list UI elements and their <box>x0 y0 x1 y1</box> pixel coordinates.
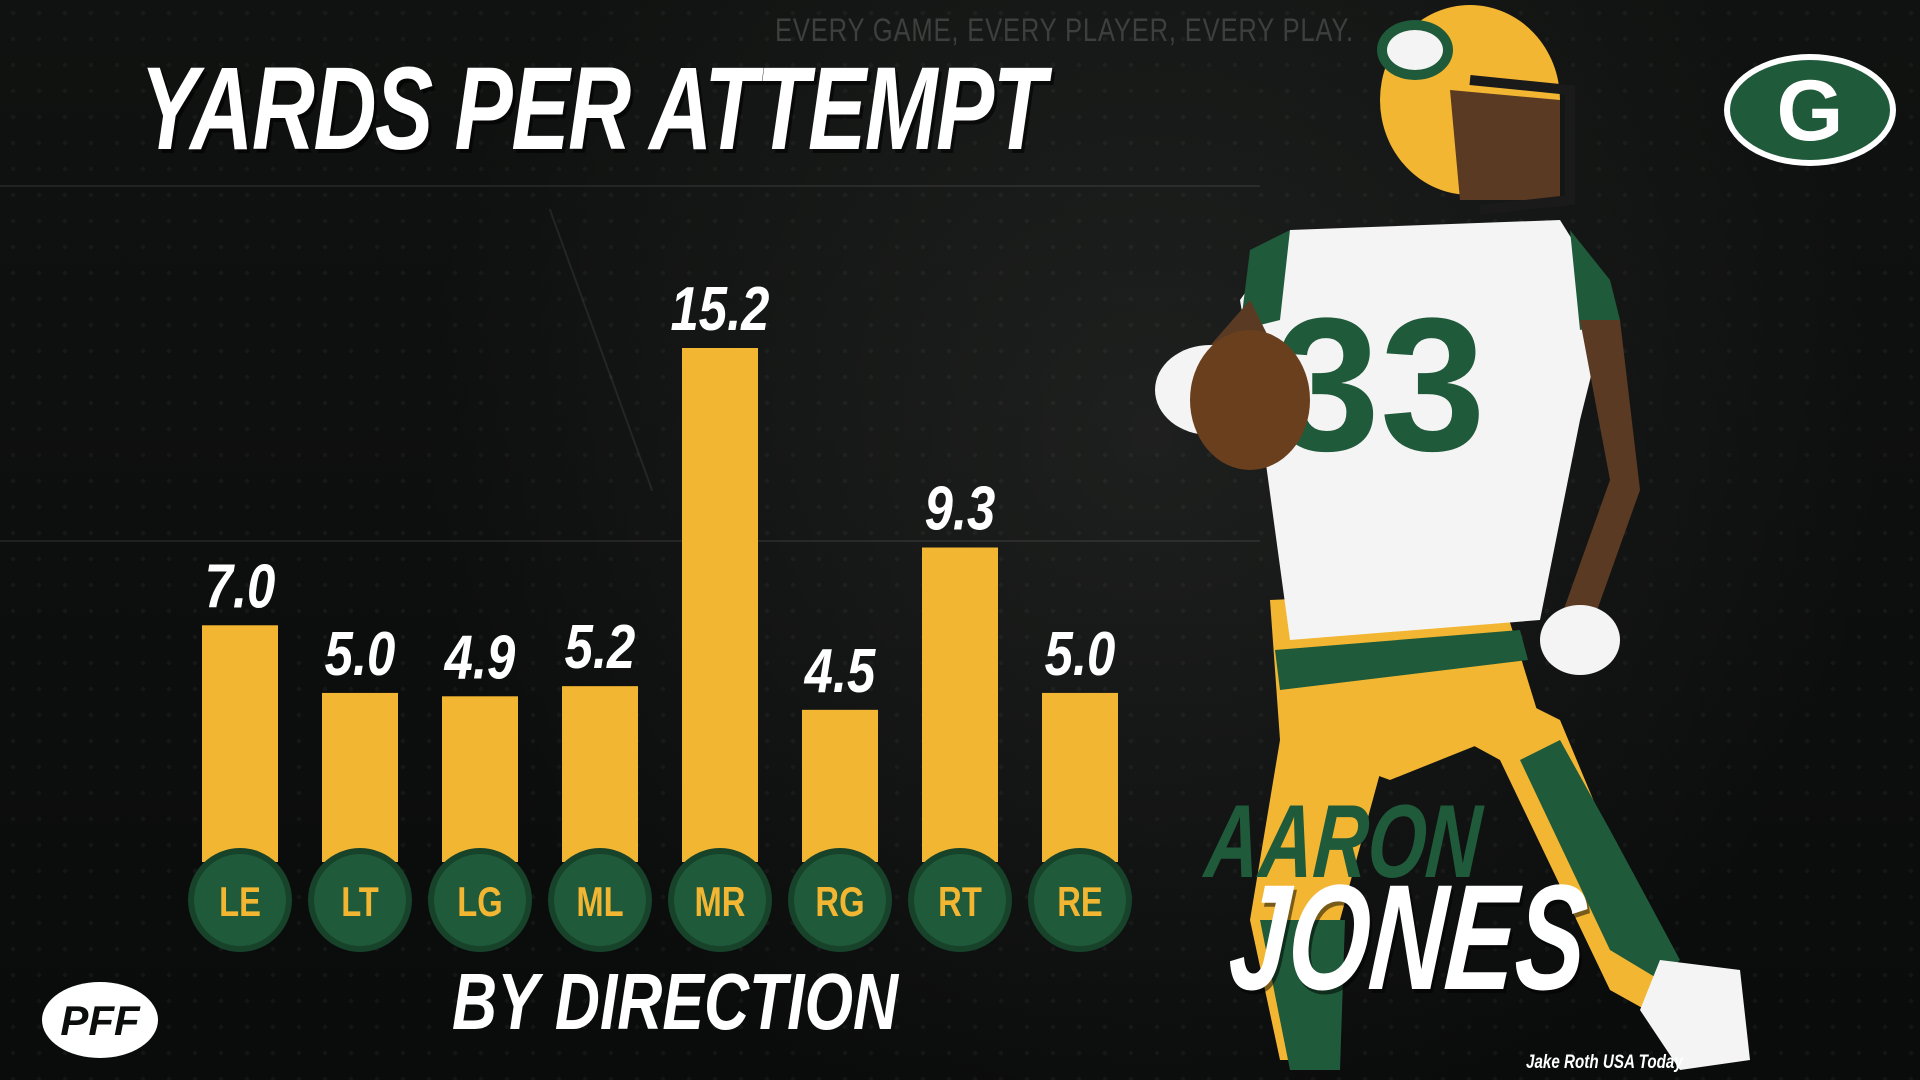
bar-re <box>1042 692 1118 862</box>
bar-lg <box>442 696 518 862</box>
value-label-le: 7.0 <box>205 553 276 622</box>
bar-lt <box>322 692 398 862</box>
category-badge-inner-ml <box>554 854 646 946</box>
bar-le <box>202 625 278 862</box>
pff-logo-text: PFF <box>60 997 141 1044</box>
bar-ml <box>562 686 638 862</box>
value-label-rg: 4.5 <box>804 637 877 706</box>
category-label-rt: RT <box>938 878 982 925</box>
category-badge-inner-le <box>194 854 286 946</box>
bar-rt <box>922 547 998 862</box>
player-last-name: JONES <box>1224 853 1593 1021</box>
category-badge-inner-lt <box>314 854 406 946</box>
player-illustration: 33 <box>1155 5 1750 1070</box>
category-label-ml: ML <box>576 878 623 925</box>
value-label-re: 5.0 <box>1045 620 1116 689</box>
chart-title: YARDS PER ATTEMPT <box>140 43 1046 175</box>
category-badge-inner-mr <box>674 854 766 946</box>
category-label-lt: LT <box>341 878 379 925</box>
tagline: EVERY GAME, EVERY PLAYER, EVERY PLAY. <box>775 12 1354 48</box>
category-label-lg: LG <box>457 878 502 925</box>
category-badge-inner-rt <box>914 854 1006 946</box>
bar-mr <box>682 348 758 862</box>
category-label-re: RE <box>1057 878 1103 925</box>
category-badge-inner-re <box>1034 854 1126 946</box>
category-label-rg: RG <box>815 878 864 925</box>
photo-credit: Jake Roth USA Today <box>1526 1052 1683 1073</box>
background-line <box>0 540 1260 542</box>
value-label-mr: 15.2 <box>671 275 770 344</box>
value-label-lt: 5.0 <box>325 620 396 689</box>
team-logo: G <box>1724 54 1896 166</box>
bar-rg <box>802 709 878 862</box>
category-badge-inner-rg <box>794 854 886 946</box>
category-label-le: LE <box>219 878 261 925</box>
value-label-ml: 5.2 <box>565 613 636 682</box>
category-label-mr: MR <box>695 878 746 925</box>
value-label-rt: 9.3 <box>925 475 996 544</box>
category-badge-inner-lg <box>434 854 526 946</box>
background-line <box>0 185 1260 187</box>
jersey-number: 33 <box>1274 279 1485 491</box>
chart-subtitle: BY DIRECTION <box>452 957 899 1046</box>
pff-logo: PFF <box>42 982 158 1058</box>
value-label-lg: 4.9 <box>444 624 516 693</box>
team-logo-letter: G <box>1777 63 1844 159</box>
